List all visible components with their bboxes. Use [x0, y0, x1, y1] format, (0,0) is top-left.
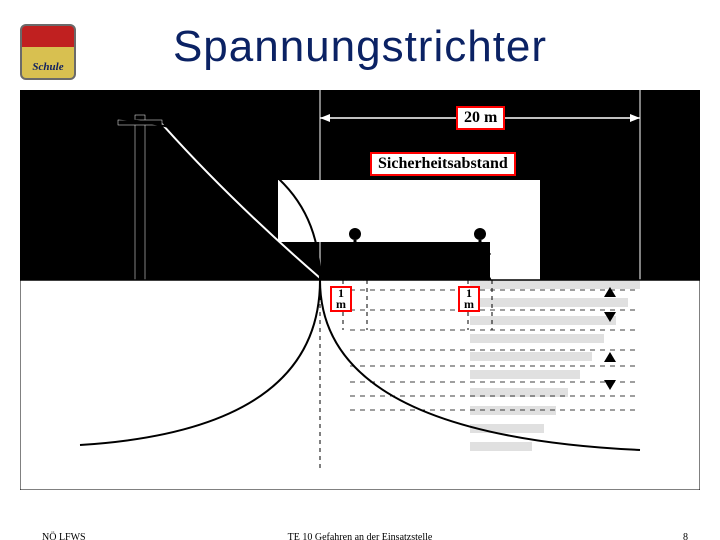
diagram-svg: [20, 90, 700, 490]
step-label-1m-b: 1m: [458, 286, 480, 312]
diagram: 20 m Sicherheitsabstand 1m 1m: [20, 90, 700, 490]
footer-right: 8: [683, 532, 688, 540]
page-title: Spannungstrichter: [0, 22, 720, 72]
footer-left: NÖ LFWS: [42, 532, 86, 540]
dimension-label-20m: 20 m: [456, 106, 505, 130]
step-label-1m-a: 1m: [330, 286, 352, 312]
footer-center: TE 10 Gefahren an der Einsatzstelle: [288, 532, 433, 540]
safety-distance-label: Sicherheitsabstand: [370, 152, 516, 176]
